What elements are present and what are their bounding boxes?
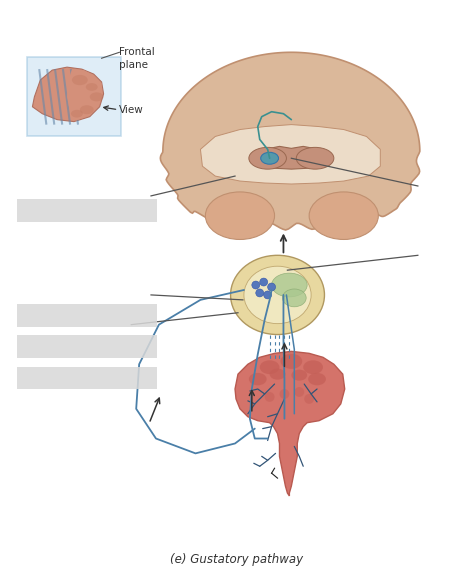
Circle shape <box>264 291 272 299</box>
Ellipse shape <box>309 192 378 239</box>
Ellipse shape <box>249 373 267 385</box>
Ellipse shape <box>308 373 326 385</box>
Circle shape <box>260 278 268 286</box>
Ellipse shape <box>296 148 334 169</box>
Ellipse shape <box>303 360 323 374</box>
Circle shape <box>304 394 314 404</box>
Ellipse shape <box>90 92 104 102</box>
Ellipse shape <box>244 266 311 324</box>
Circle shape <box>256 289 264 297</box>
Polygon shape <box>201 125 380 184</box>
Ellipse shape <box>283 289 306 307</box>
Polygon shape <box>255 146 329 169</box>
Ellipse shape <box>292 370 307 381</box>
Polygon shape <box>67 69 102 121</box>
Circle shape <box>294 387 304 397</box>
Circle shape <box>280 389 290 399</box>
Ellipse shape <box>71 110 83 118</box>
Ellipse shape <box>205 192 274 239</box>
Ellipse shape <box>80 105 94 114</box>
Text: View: View <box>119 104 144 115</box>
Ellipse shape <box>249 148 286 169</box>
Text: Frontal
plane: Frontal plane <box>119 47 155 70</box>
Circle shape <box>264 392 274 402</box>
Polygon shape <box>27 57 121 137</box>
Text: (e) Gustatory pathway: (e) Gustatory pathway <box>171 553 303 566</box>
Circle shape <box>252 281 260 289</box>
Ellipse shape <box>270 369 285 379</box>
Ellipse shape <box>86 83 98 91</box>
FancyBboxPatch shape <box>17 335 157 358</box>
Circle shape <box>268 283 275 291</box>
Polygon shape <box>235 351 345 496</box>
Ellipse shape <box>260 360 280 374</box>
Polygon shape <box>32 67 104 122</box>
Ellipse shape <box>230 255 325 335</box>
Ellipse shape <box>281 354 302 369</box>
Ellipse shape <box>261 152 279 164</box>
Polygon shape <box>160 52 420 230</box>
Ellipse shape <box>72 75 88 85</box>
FancyBboxPatch shape <box>17 367 157 389</box>
FancyBboxPatch shape <box>17 304 157 327</box>
FancyBboxPatch shape <box>17 199 157 222</box>
Ellipse shape <box>272 273 307 297</box>
